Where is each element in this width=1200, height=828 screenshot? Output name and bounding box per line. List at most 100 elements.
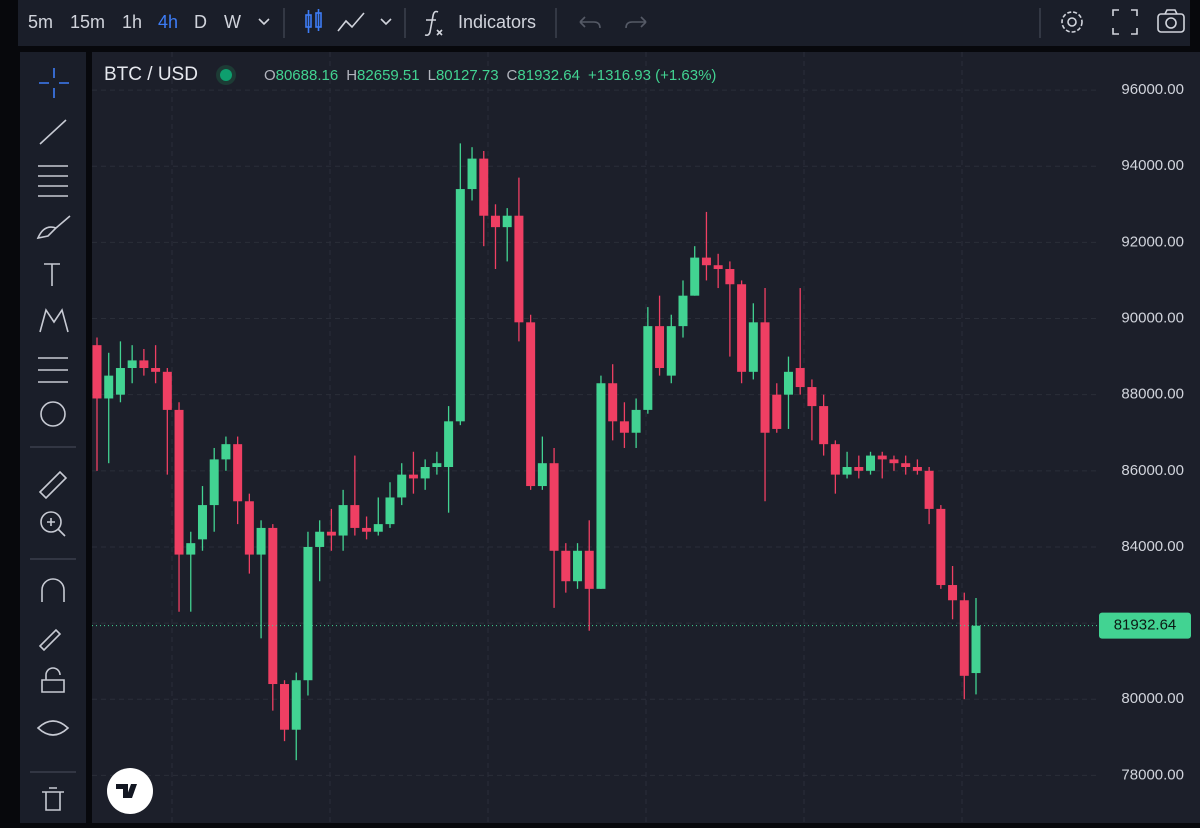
candle-body [233,444,243,502]
interval-button[interactable]: 5m [28,12,54,32]
top-toolbar: 5m 15m 1h 4h D W Indicators [18,0,1190,46]
symbol: BTC / USD [104,64,198,85]
crosshair-tool[interactable] [39,68,69,98]
ohlc-key: C [506,66,518,84]
candle-body [912,467,922,471]
candles [92,143,1098,761]
candle-body [490,215,500,228]
delete-tool[interactable] [42,787,64,811]
visibility-tool[interactable] [36,720,70,736]
y-tick-label: 84000.00 [1121,538,1184,555]
emoji-tool[interactable] [40,401,66,427]
candle-body [291,680,301,730]
fib-tool[interactable] [38,165,68,197]
ohlc-value: 80688.16 [275,66,339,84]
candle-body [502,215,512,228]
interval-button[interactable]: 1h [122,12,143,32]
candle-body [854,467,864,471]
y-tick-label: 96000.00 [1121,81,1184,98]
ruler-tool[interactable] [38,470,68,500]
candle-body [162,371,172,410]
candle-body [244,501,254,555]
ohlc-key: L [427,66,436,84]
candle-body [221,444,231,460]
candle-body [467,158,477,190]
candle-body [655,326,665,369]
tradingview-logo [107,768,153,814]
candle-body [315,531,325,547]
indicators-button[interactable]: Indicators [458,12,537,32]
candle-body [573,550,583,582]
interval-button[interactable]: W [224,12,241,32]
magnet-tool[interactable] [41,578,65,602]
y-tick-label: 90000.00 [1121,309,1184,326]
candle-body [397,474,407,498]
candle-body [139,360,149,369]
candle-body [256,527,266,555]
trend-line-tool[interactable] [39,119,67,145]
candle-body [537,463,547,487]
candle-body [725,269,735,285]
candle-body [924,470,934,509]
candle-body [362,527,372,532]
candle-body [549,463,559,551]
prediction-tool[interactable] [38,357,68,383]
candle-body [971,625,981,674]
candle-body [584,550,594,589]
last-price-box [1099,612,1191,639]
candle-body [197,505,207,540]
status-dot [219,69,232,81]
candle-body [514,215,524,323]
candle-body [92,345,102,399]
candle-body [268,527,278,685]
candle-body [678,295,688,327]
pattern-tool[interactable] [39,308,69,333]
candle-body [420,467,430,479]
candle-body [737,284,747,372]
candle-body [115,368,125,395]
candle-body [772,394,782,429]
ohlc-value: 82659.51 [357,66,420,84]
candle-body [760,322,770,433]
candle-body [877,455,887,460]
candle-body [948,585,958,601]
interval-button[interactable]: 15m [70,12,106,32]
drawing-tools [30,68,76,811]
candle-body [174,409,184,555]
change-label: +1316.93 (+1.63%) [587,66,717,84]
candle-body [643,326,653,410]
interval-button[interactable]: D [194,12,207,32]
candle-body [783,371,793,395]
candle-body [326,531,336,536]
candle-body [690,257,700,296]
grid [92,52,1098,823]
candle-body [561,550,571,582]
interval-button[interactable]: 4h [158,12,179,32]
candle-body [104,375,114,399]
lock-draw-tool[interactable] [38,628,62,652]
candle-body [350,505,360,528]
candle-body [795,368,805,388]
candle-body [127,360,137,369]
candle-body [936,508,946,586]
candle-body [701,257,711,266]
chart-header: BTC / USD O 80688.16 H 82659.51 L 80127.73 C 819… [104,63,716,87]
y-tick-label: 92000.00 [1121,233,1184,250]
text-tool[interactable] [44,263,60,286]
candle-body [338,505,348,536]
lock-tool[interactable] [41,667,65,693]
candle-body [866,455,876,471]
brush-tool[interactable] [36,215,71,240]
candle-body [748,322,758,372]
last-price-label: 81932.64 [1114,617,1177,634]
ohlc-key: O [263,66,276,84]
candle-body [608,383,618,422]
candle-body [479,158,489,216]
zoom-tool[interactable] [40,511,66,537]
candle-body [303,546,313,681]
y-tick-label: 80000.00 [1121,690,1184,707]
price-axis: 78000.0080000.0082000.0084000.0086000.00… [1099,81,1191,783]
candle-body [373,524,383,532]
